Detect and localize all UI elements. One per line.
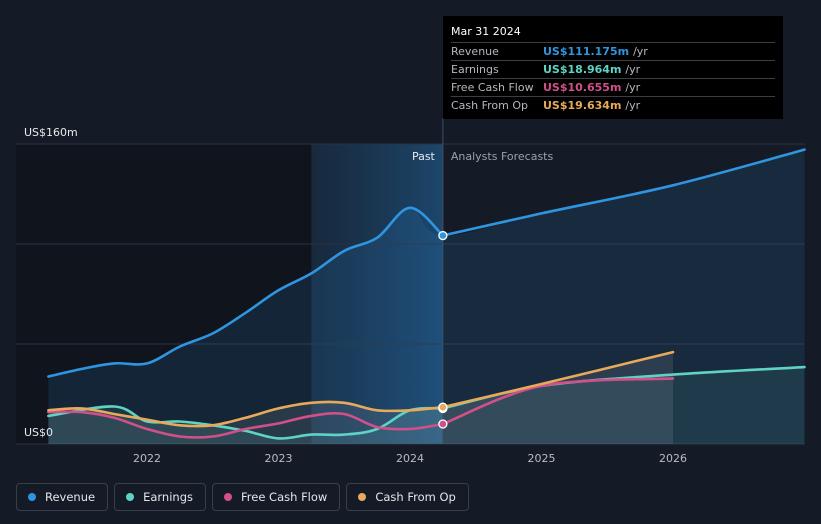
cash-from-op-past-line: [47, 400, 445, 428]
tooltip-row-earnings: Earnings US$18.964m /yr: [451, 60, 775, 78]
revenue-past-line: [47, 206, 445, 378]
revenue-marker: [438, 230, 448, 241]
tooltip-unit: /yr: [633, 45, 648, 58]
tooltip-unit: /yr: [625, 63, 641, 76]
tooltip-value: US$111.175m: [543, 45, 630, 58]
legend-item-cash-from-op[interactable]: Cash From Op: [346, 483, 469, 511]
tooltip-date: Mar 31 2024: [451, 25, 521, 38]
legend-label: Cash From Op: [375, 490, 456, 504]
legend-item-revenue[interactable]: Revenue: [16, 483, 109, 511]
x-tick-label-2023: 2023: [265, 452, 293, 465]
x-tick-label-2022: 2022: [133, 452, 161, 465]
y-axis-min-label: US$0: [24, 426, 53, 439]
legend-item-earnings[interactable]: Earnings: [114, 483, 206, 511]
tooltip-row-cash-from-op: Cash From Op US$19.634m /yr: [451, 96, 775, 114]
tooltip-unit: /yr: [625, 81, 641, 94]
free-cash-flow-past-line: [47, 410, 445, 439]
legend-label: Revenue: [45, 490, 96, 504]
cash-from-op-area: [48, 352, 673, 444]
tooltip-label: Cash From Op: [451, 99, 529, 112]
y-axis-max-label: US$160m: [24, 126, 78, 139]
tooltip-value: US$10.655m: [543, 81, 622, 94]
x-tick-label-2026: 2026: [659, 452, 687, 465]
tooltip-value: US$19.634m: [543, 99, 622, 112]
forecast-label: Analysts Forecasts: [451, 150, 554, 163]
earnings-area: [48, 367, 805, 444]
cash-from-op-forecast-line: [441, 350, 675, 409]
hover-tooltip: Mar 31 2024 Revenue US$111.175m /yr Earn…: [443, 16, 783, 119]
cash-from-op-marker: [438, 402, 448, 412]
cash-from-op-dot-icon: [358, 493, 367, 501]
x-tick-label-2024: 2024: [396, 452, 424, 465]
tooltip-unit: /yr: [625, 99, 641, 112]
tooltip-label: Revenue: [451, 45, 499, 58]
tooltip-label: Free Cash Flow: [451, 81, 534, 94]
free-cash-flow-marker: [438, 419, 448, 429]
tooltip-row-free-cash-flow: Free Cash Flow US$10.655m /yr: [451, 78, 775, 96]
legend-label: Free Cash Flow: [241, 490, 328, 504]
revenue-dot-icon: [28, 493, 36, 501]
free-cash-flow-dot-icon: [224, 493, 232, 501]
past-label: Past: [412, 150, 436, 163]
legend-item-free-cash-flow[interactable]: Free Cash Flow: [212, 483, 341, 511]
legend-label: Earnings: [143, 490, 193, 504]
free-cash-flow-forecast-line: [441, 377, 675, 426]
chart-legend: Revenue Earnings Free Cash Flow Cash Fro…: [16, 483, 475, 511]
tooltip-value: US$18.964m: [543, 63, 622, 76]
tooltip-label: Earnings: [451, 63, 499, 76]
revenue-forecast-line: [441, 148, 806, 237]
x-tick-label-2025: 2025: [528, 452, 556, 465]
tooltip-row-revenue: Revenue US$111.175m /yr: [451, 42, 775, 60]
revenue-area: [48, 149, 805, 444]
financials-chart: US$160m US$0 Past Analysts Forecasts 2022 202…: [16, 118, 806, 465]
highlight-region: [311, 144, 443, 444]
earnings-dot-icon: [126, 493, 135, 501]
